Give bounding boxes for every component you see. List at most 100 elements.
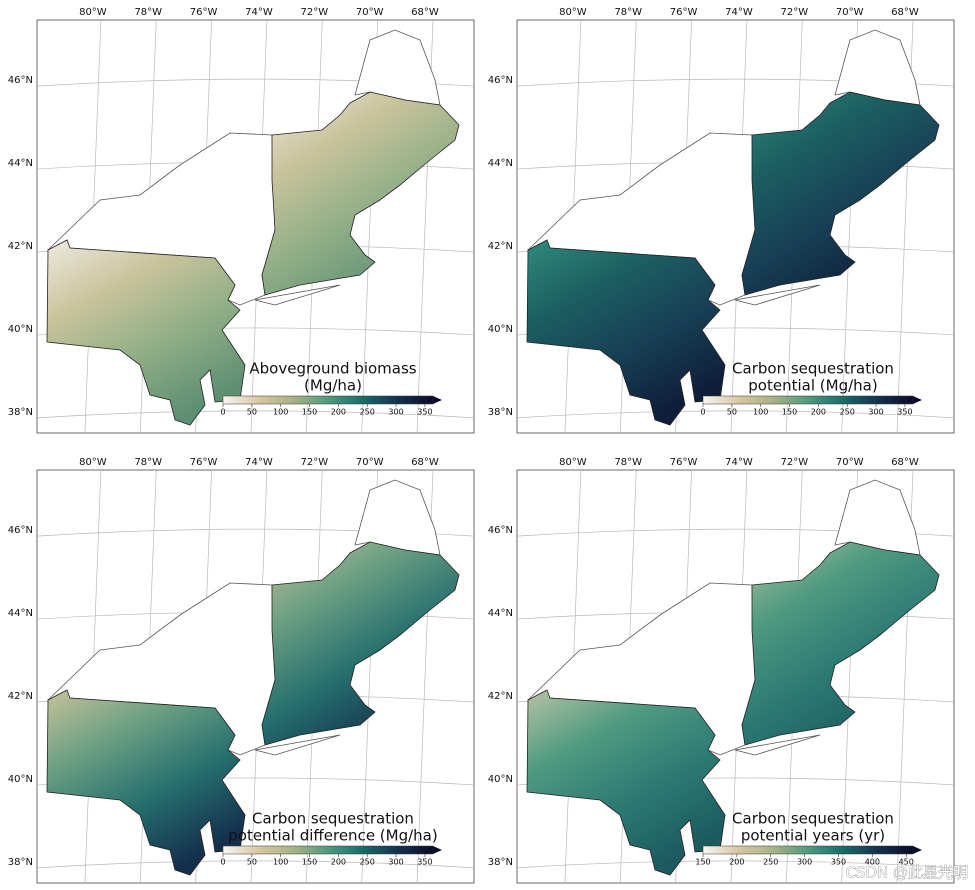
colorbar-tick-label: 300 — [388, 858, 403, 867]
lon-label: 72°W — [300, 457, 328, 468]
panel-title: Aboveground biomass — [249, 360, 416, 378]
colorbar-tick-label: 450 — [899, 858, 914, 867]
colorbar-tick-label: 0 — [700, 408, 705, 417]
colorbar-tick-label: 150 — [782, 408, 797, 417]
colorbar-tick-label: 250 — [360, 858, 375, 867]
colorbar-tick-label: 100 — [273, 858, 288, 867]
lon-label: 74°W — [245, 7, 273, 18]
lon-label: 68°W — [891, 457, 919, 468]
colorbar — [222, 395, 434, 405]
lat-label: 44°N — [8, 158, 33, 169]
colorbar-tick-label: 100 — [753, 408, 768, 417]
panel-title: potential difference (Mg/ha) — [228, 827, 437, 845]
colorbar-tick-label: 250 — [840, 408, 855, 417]
colorbar-tick-label: 150 — [695, 858, 710, 867]
colorbar-tick-label: 50 — [247, 408, 257, 417]
colorbar-tick-label: 100 — [273, 408, 288, 417]
colorbar-extend — [913, 396, 922, 404]
watermark: CSDN @此星光明 — [845, 864, 968, 882]
parallel — [36, 410, 475, 419]
lon-label: 80°W — [79, 457, 107, 468]
colorbar-tick-label: 300 — [868, 408, 883, 417]
parallel — [516, 410, 955, 419]
lon-label: 68°W — [891, 7, 919, 18]
lon-label: 78°W — [614, 457, 642, 468]
colorbar-tick-label: 200 — [811, 408, 826, 417]
lon-label: 76°W — [670, 457, 698, 468]
forest-region — [741, 91, 940, 296]
colorbar-tick-label: 50 — [247, 858, 257, 867]
colorbar-tick-label: 150 — [302, 858, 317, 867]
lon-label: 78°W — [614, 7, 642, 18]
lat-label: 38°N — [488, 407, 513, 418]
state-outline — [734, 734, 821, 756]
lon-label: 72°W — [780, 7, 808, 18]
lat-label: 44°N — [8, 608, 33, 619]
lon-label: 72°W — [300, 7, 328, 18]
lon-label: 80°W — [559, 457, 587, 468]
state-outline — [254, 734, 341, 756]
lon-label: 68°W — [411, 457, 439, 468]
colorbar-tick-label: 250 — [360, 408, 375, 417]
lon-label: 76°W — [670, 7, 698, 18]
colorbar-extend — [433, 846, 442, 854]
colorbar-tick-label: 300 — [797, 858, 812, 867]
lon-label: 74°W — [725, 7, 753, 18]
lon-label: 76°W — [190, 457, 218, 468]
lon-label: 74°W — [245, 457, 273, 468]
lat-label: 38°N — [8, 407, 33, 418]
lat-label: 44°N — [488, 608, 513, 619]
colorbar-tick-label: 400 — [865, 858, 880, 867]
colorbar-tick-label: 200 — [331, 408, 346, 417]
colorbar — [702, 845, 914, 855]
lat-label: 42°N — [8, 691, 33, 702]
lat-label: 46°N — [488, 525, 513, 536]
colorbar-extend — [913, 846, 922, 854]
colorbar-tick-label: 0 — [220, 858, 225, 867]
colorbar-tick-label: 300 — [388, 408, 403, 417]
lat-label: 42°N — [8, 241, 33, 252]
forest-region — [46, 689, 246, 876]
panel-title: Carbon sequestration — [732, 810, 894, 828]
panel-title: potential (Mg/ha) — [748, 377, 877, 395]
colorbar — [702, 395, 914, 405]
panel-title: Carbon sequestration — [252, 810, 414, 828]
forest-region — [526, 239, 726, 426]
panel-title: (Mg/ha) — [304, 377, 362, 395]
lon-label: 78°W — [134, 7, 162, 18]
lon-label: 68°W — [411, 7, 439, 18]
colorbar-tick-label: 150 — [302, 408, 317, 417]
lat-label: 40°N — [488, 774, 513, 785]
parallel — [516, 860, 955, 869]
lat-label: 40°N — [488, 324, 513, 335]
colorbar-extend — [433, 396, 442, 404]
forest-region — [261, 541, 460, 746]
forest-region — [741, 541, 940, 746]
lon-label: 70°W — [356, 457, 384, 468]
lat-label: 38°N — [8, 857, 33, 868]
lon-label: 80°W — [79, 7, 107, 18]
state-outline — [734, 284, 821, 306]
colorbar-tick-label: 350 — [831, 858, 846, 867]
lon-label: 70°W — [836, 457, 864, 468]
lon-label: 70°W — [836, 7, 864, 18]
lon-label: 76°W — [190, 7, 218, 18]
lon-label: 78°W — [134, 457, 162, 468]
colorbar-tick-label: 350 — [897, 408, 912, 417]
colorbar-tick-label: 200 — [729, 858, 744, 867]
colorbar-tick-label: 50 — [727, 408, 737, 417]
lon-label: 80°W — [559, 7, 587, 18]
lat-label: 40°N — [8, 774, 33, 785]
lat-label: 40°N — [8, 324, 33, 335]
colorbar — [222, 845, 434, 855]
lat-label: 46°N — [8, 75, 33, 86]
colorbar-tick-label: 0 — [220, 408, 225, 417]
colorbar-tick-label: 350 — [417, 858, 432, 867]
lon-label: 70°W — [356, 7, 384, 18]
lat-label: 38°N — [488, 857, 513, 868]
colorbar-tick-label: 200 — [331, 858, 346, 867]
colorbar-tick-label: 350 — [417, 408, 432, 417]
state-outline — [254, 284, 341, 306]
lat-label: 42°N — [488, 691, 513, 702]
